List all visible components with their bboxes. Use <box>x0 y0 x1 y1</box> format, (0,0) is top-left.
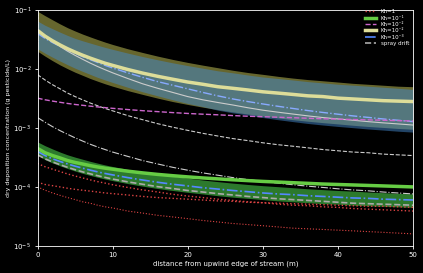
X-axis label: distance from upwind edge of stream (m): distance from upwind edge of stream (m) <box>153 261 298 268</box>
Legend: Kh=1, Kh=10⁻¹, Kh=10⁻², Kh=10⁻², Kh=10⁻³, spray drift: Kh=1, Kh=10⁻¹, Kh=10⁻², Kh=10⁻², Kh=10⁻³… <box>364 8 410 47</box>
Y-axis label: dry deposition concentration (g pesticide/L): dry deposition concentration (g pesticid… <box>5 59 11 197</box>
